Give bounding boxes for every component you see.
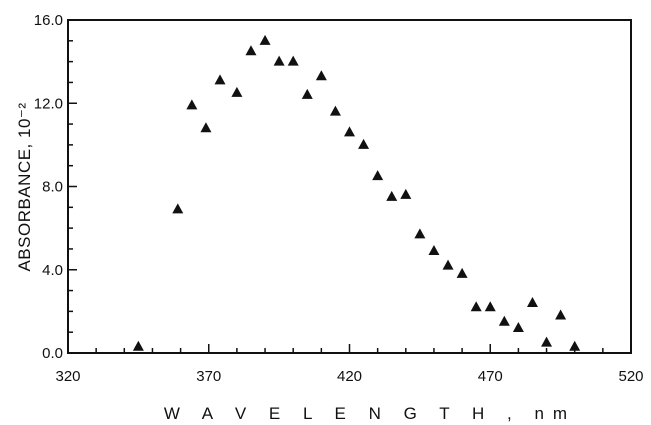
data-point (315, 70, 327, 81)
data-point (301, 88, 313, 99)
data-point (428, 245, 440, 256)
data-point (245, 45, 257, 56)
data-points (132, 34, 581, 351)
data-point (200, 122, 212, 133)
axis-ticks (67, 19, 632, 354)
y-tick-label: 0.0 (42, 345, 63, 362)
data-point (470, 301, 482, 312)
x-tick-label: 370 (196, 368, 221, 385)
plot-frame (67, 19, 632, 354)
data-point (555, 309, 567, 320)
data-point (214, 74, 226, 85)
data-point (484, 301, 496, 312)
data-point (273, 55, 285, 66)
x-tick-labels: 320 370 420 470 520 (55, 368, 643, 385)
y-tick-label: 4.0 (42, 262, 63, 279)
data-point (186, 99, 198, 110)
data-point (372, 170, 384, 181)
data-point (541, 336, 553, 347)
data-point (498, 315, 510, 326)
data-point (526, 297, 538, 308)
data-point (456, 267, 468, 278)
y-tick-label: 8.0 (42, 179, 63, 196)
data-point (442, 259, 454, 270)
data-point (386, 190, 398, 201)
data-point (172, 203, 184, 214)
data-point (132, 340, 144, 351)
data-point (400, 188, 412, 199)
data-point (231, 86, 243, 97)
y-axis-title: ABSORBANCE, 10⁻² (15, 102, 34, 271)
data-point (358, 138, 370, 149)
data-point (329, 105, 341, 116)
data-point (287, 55, 299, 66)
data-point (259, 34, 271, 45)
data-point (569, 340, 581, 351)
x-tick-label: 320 (55, 368, 80, 385)
y-tick-labels: 0.0 4.0 8.0 12.0 16.0 (34, 12, 63, 362)
data-point (512, 322, 524, 333)
y-tick-label: 12.0 (34, 95, 63, 112)
y-tick-label: 16.0 (34, 12, 63, 29)
x-tick-label: 520 (618, 368, 643, 385)
x-axis-title: W A V E L E N G T H , nm (164, 404, 576, 423)
data-point (414, 228, 426, 239)
x-tick-label: 420 (337, 368, 362, 385)
x-tick-label: 470 (478, 368, 503, 385)
data-point (344, 126, 355, 137)
